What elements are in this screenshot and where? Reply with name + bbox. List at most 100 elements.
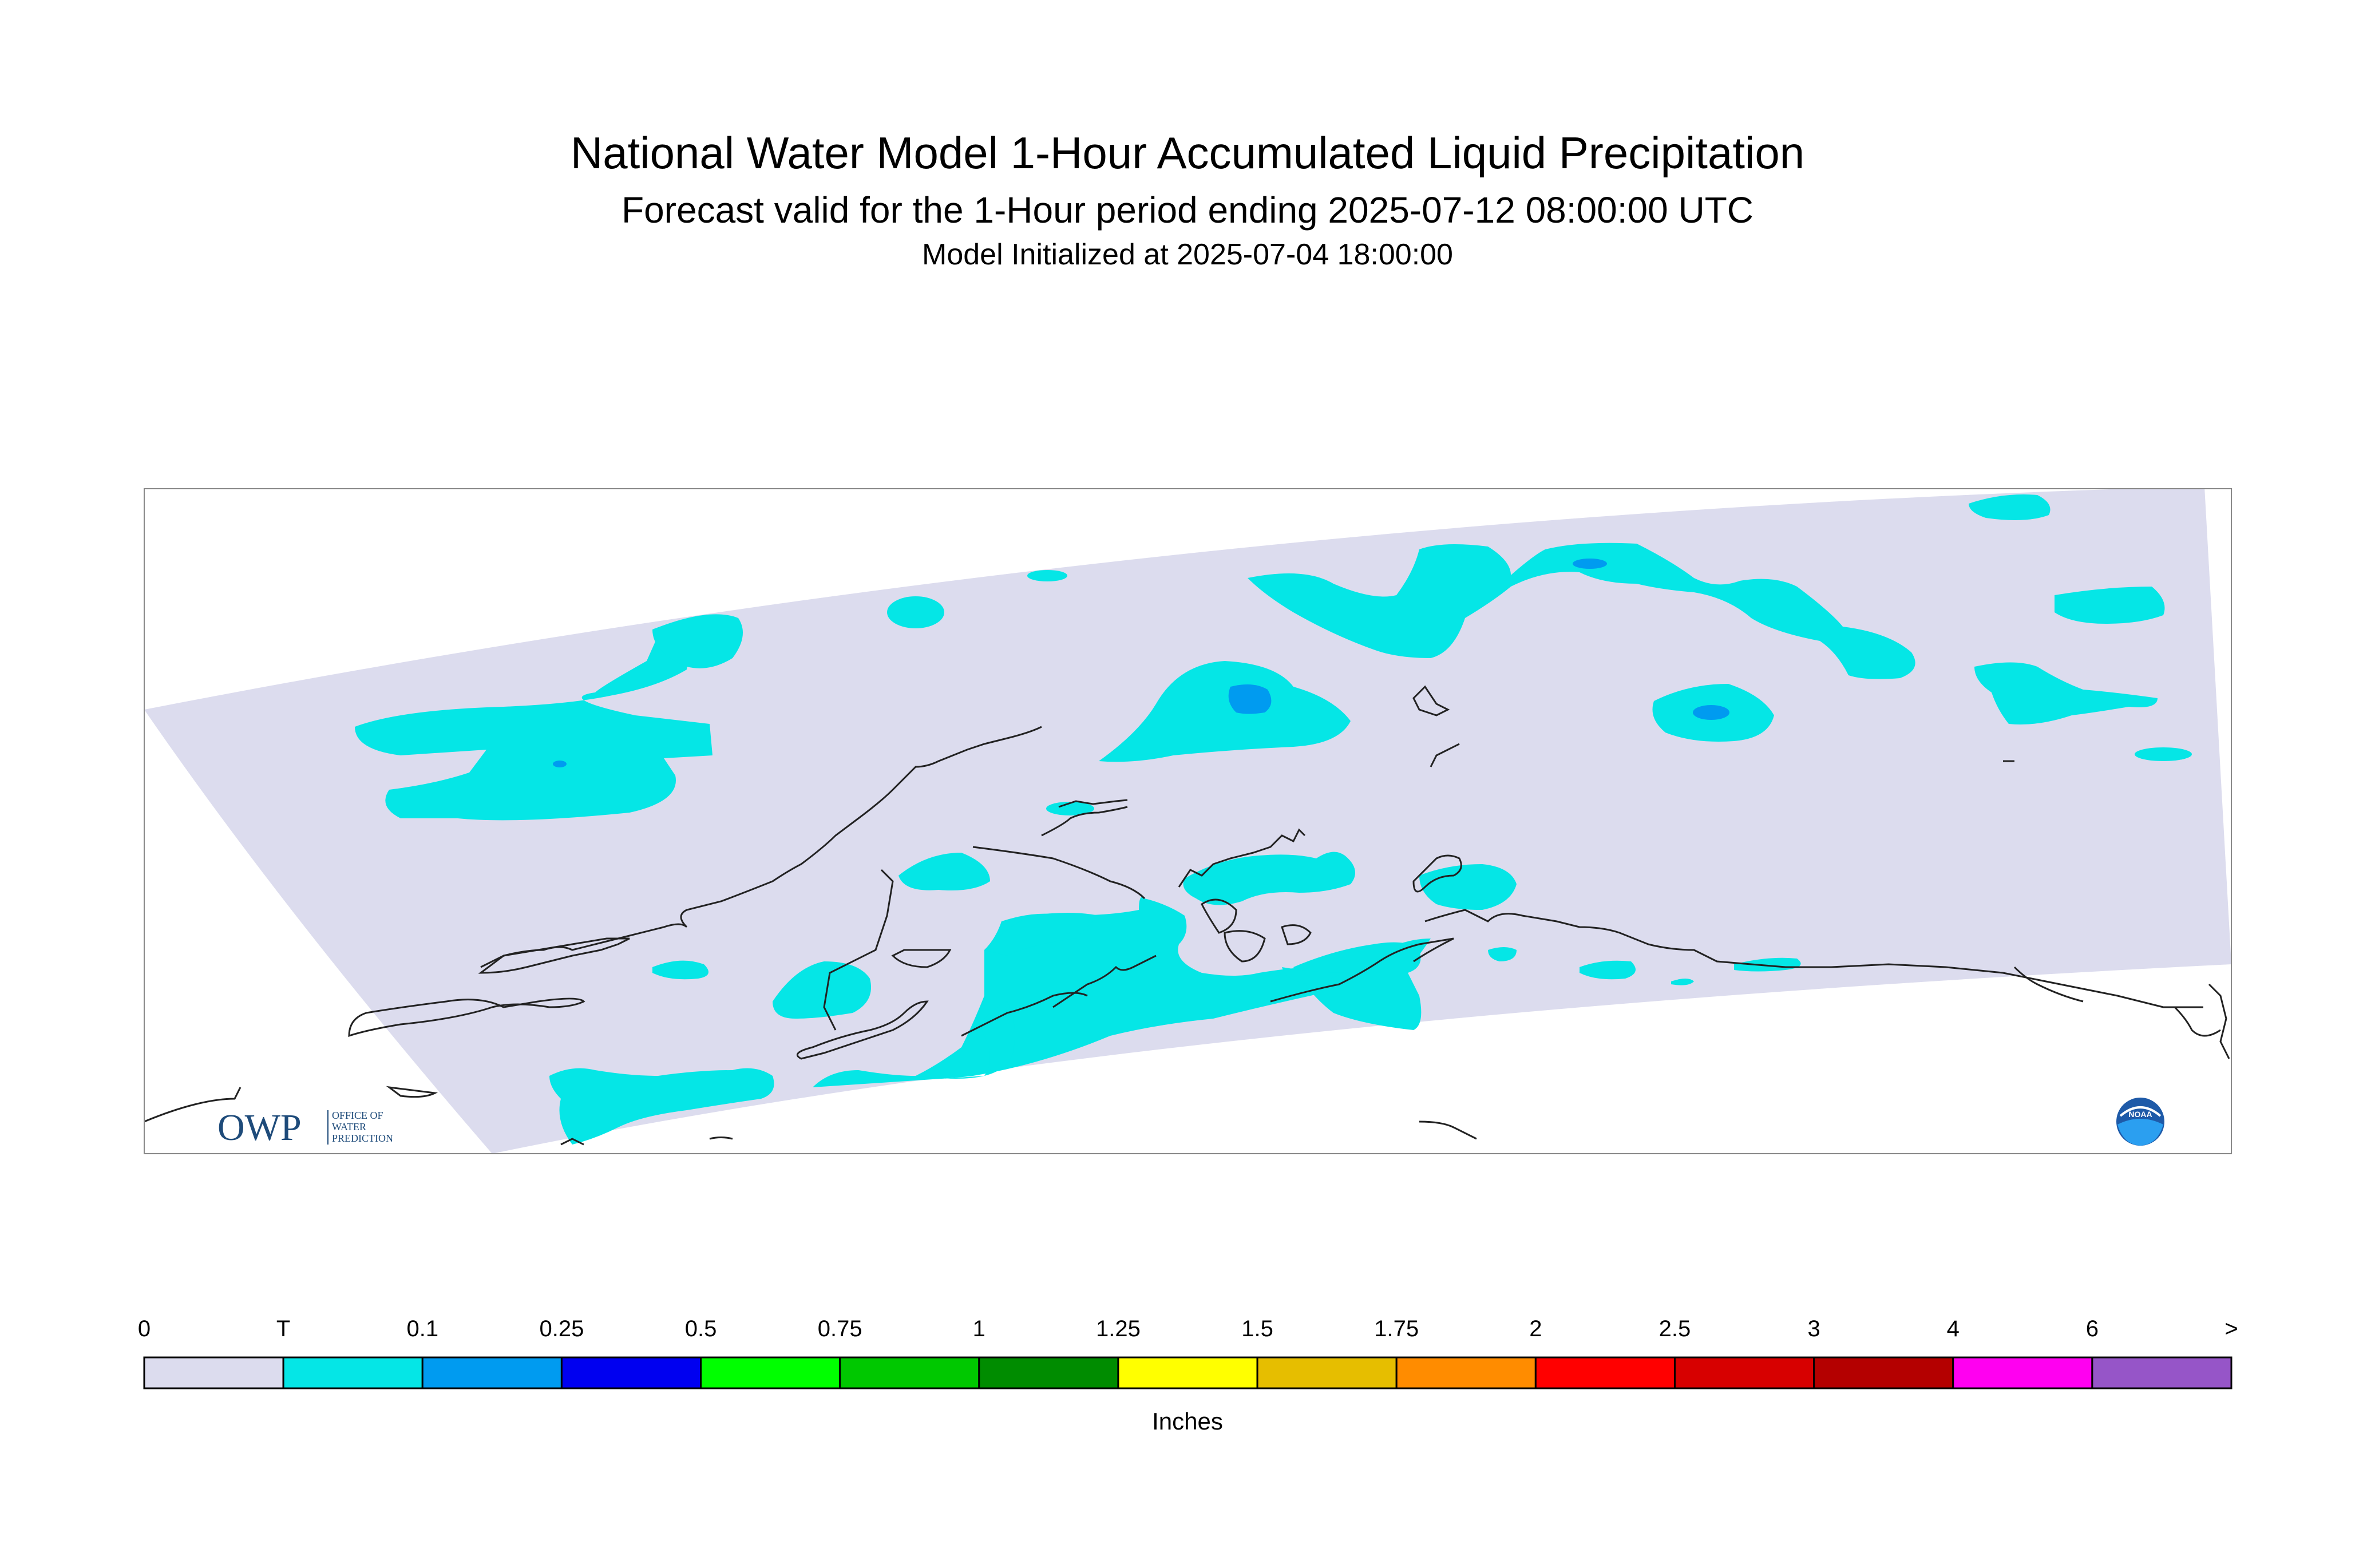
legend-swatch (1256, 1356, 1398, 1389)
precip-area (1734, 957, 1801, 972)
coastline (823, 869, 894, 1031)
noaa-logo-text: NOAA (2128, 1110, 2152, 1119)
legend-swatch (1673, 1356, 1815, 1389)
coastline (478, 937, 630, 974)
coastline (348, 997, 585, 1038)
legend-swatch (1952, 1356, 2093, 1389)
coastline (1412, 685, 1450, 716)
coastline (2208, 983, 2230, 1059)
map-title: National Water Model 1-Hour Accumulated … (570, 128, 1805, 178)
precip-area (2135, 747, 2192, 761)
legend-swatch (700, 1356, 841, 1389)
precip-area (1293, 942, 1422, 1030)
precip-spot (1573, 559, 1607, 569)
coastline (2013, 966, 2084, 1003)
coastline (560, 1138, 584, 1146)
legend-tick-label: T (276, 1316, 291, 1341)
owp-logo-sub-2: WATER (332, 1121, 366, 1133)
legend-tick-label: 1.5 (1241, 1316, 1273, 1341)
map-subtitle: Forecast valid for the 1-Hour period end… (621, 189, 1754, 231)
model-init-line: Model Initialized at 2025-07-04 18:00:00 (922, 238, 1453, 271)
legend-tick-label: 0.5 (684, 1316, 717, 1341)
legend-swatch (839, 1356, 980, 1389)
coastline (144, 1087, 242, 1123)
owp-logo: OWP OFFICE OF WATER PREDICTION (217, 1107, 393, 1149)
precip-area (813, 1001, 1015, 1087)
precip-area (887, 596, 944, 628)
legend-labels: 0 T 0.1 0.25 0.5 0.75 1 1.25 1.5 1.75 2 2.5 3 4 6 > (0, 1316, 2375, 1351)
legend-swatch (1813, 1356, 1954, 1389)
precip-area (549, 1068, 774, 1145)
legend-swatch (2091, 1356, 2232, 1389)
legend-tick-label: 0.1 (406, 1316, 439, 1341)
coastline (972, 846, 1146, 900)
coastline (1052, 955, 1157, 1008)
owp-logo-sub-1: OFFICE OF (332, 1110, 383, 1121)
precip-spot (1228, 684, 1272, 714)
legend-tick-label: 0.25 (539, 1316, 584, 1341)
coastline (796, 1000, 929, 1060)
precip-area (984, 913, 1099, 956)
legend-tick-label: 2 (1529, 1316, 1542, 1341)
coastline (2174, 1006, 2221, 1037)
coastline (1270, 937, 1454, 1003)
map-frame (144, 488, 2232, 1154)
coastline (1430, 743, 1460, 767)
legend-tick-label: 6 (2085, 1316, 2099, 1341)
precip-area (1419, 864, 1517, 910)
legend-swatch (1395, 1356, 1537, 1389)
legend-tick-label: 1.25 (1095, 1316, 1141, 1341)
precip-area (1183, 852, 1355, 905)
coastline (961, 992, 1088, 1037)
precip-area (1671, 979, 1694, 985)
legend-tick-label: 2.5 (1658, 1316, 1691, 1341)
owp-logo-text: OWP (217, 1107, 302, 1149)
precip-area (652, 614, 743, 668)
model-domain (144, 489, 2231, 1154)
legend-tick-label: 4 (1946, 1316, 1960, 1341)
coastline (386, 1086, 438, 1098)
legend-swatch (560, 1356, 702, 1389)
legend-tick-label: 0.75 (817, 1316, 862, 1341)
legend-units: Inches (1152, 1408, 1223, 1435)
trace-precip-areas (355, 494, 2192, 1145)
coastline (1281, 924, 1312, 945)
noaa-logo: NOAA (2116, 1098, 2164, 1146)
coastline (1201, 898, 1237, 934)
legend-swatch (978, 1356, 1119, 1389)
legend-swatch (421, 1356, 563, 1389)
owp-logo-sub-3: PREDICTION (332, 1133, 393, 1144)
light-precip-areas (553, 559, 1729, 767)
coastline (1041, 806, 1128, 837)
legend-swatch (282, 1356, 423, 1389)
precip-area (1046, 802, 1094, 815)
coastline (709, 1137, 733, 1140)
precip-area (652, 960, 708, 980)
precip-area (1974, 662, 2158, 724)
precip-area (2055, 587, 2165, 624)
coastline (480, 726, 1042, 968)
precip-area (1248, 543, 1915, 679)
legend-tick-label: > (2224, 1316, 2238, 1341)
precip-area (1488, 947, 1517, 961)
precip-area (1580, 960, 1636, 980)
precip-area (355, 629, 712, 821)
coastline (1178, 828, 1306, 888)
coastline (891, 949, 952, 968)
legend-swatch (1117, 1356, 1258, 1389)
color-scale-bar (143, 1356, 2232, 1389)
legend-tick-label: 0 (137, 1316, 151, 1341)
precip-area (1099, 661, 1351, 762)
precip-area (898, 853, 990, 890)
legend-swatch (143, 1356, 284, 1389)
precip-spot (1693, 705, 1729, 720)
coastline (1224, 930, 1266, 963)
coastline (1419, 1120, 1477, 1140)
legend-tick-label: 3 (1807, 1316, 1820, 1341)
legend-tick-label: 1.75 (1374, 1316, 1419, 1341)
coastline (1424, 909, 2203, 1008)
coastline (1412, 854, 1462, 893)
precip-spot (553, 761, 567, 767)
precip-area (1969, 494, 2051, 520)
